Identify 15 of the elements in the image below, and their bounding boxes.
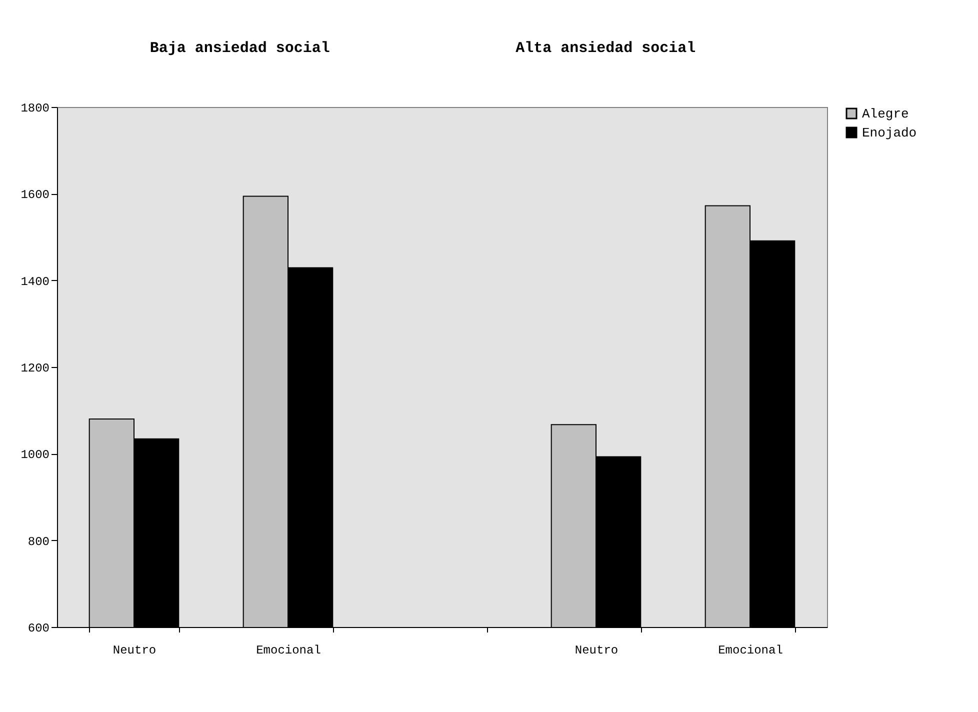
legend-label: Alegre — [862, 106, 909, 122]
x-tick-label: Emocional — [718, 644, 783, 658]
y-tick-label: 600 — [28, 622, 50, 636]
text: Alta ansiedad social — [516, 40, 696, 57]
y-tick-label: 1600 — [20, 188, 50, 202]
y-tick-label: 1400 — [20, 274, 50, 289]
legend-label: Enojado — [862, 126, 917, 140]
y-tick-label: 1800 — [20, 102, 50, 116]
x-tick-label: Neutro — [112, 644, 156, 658]
y-tick-label: 1200 — [20, 362, 50, 376]
x-tick-label: Emocional — [256, 644, 321, 658]
y-tick-label: 800 — [28, 534, 50, 549]
y-tick-label: 1000 — [20, 448, 50, 462]
x-tick-label: Neutro — [574, 644, 618, 658]
text: Baja ansiedad social — [150, 40, 330, 57]
